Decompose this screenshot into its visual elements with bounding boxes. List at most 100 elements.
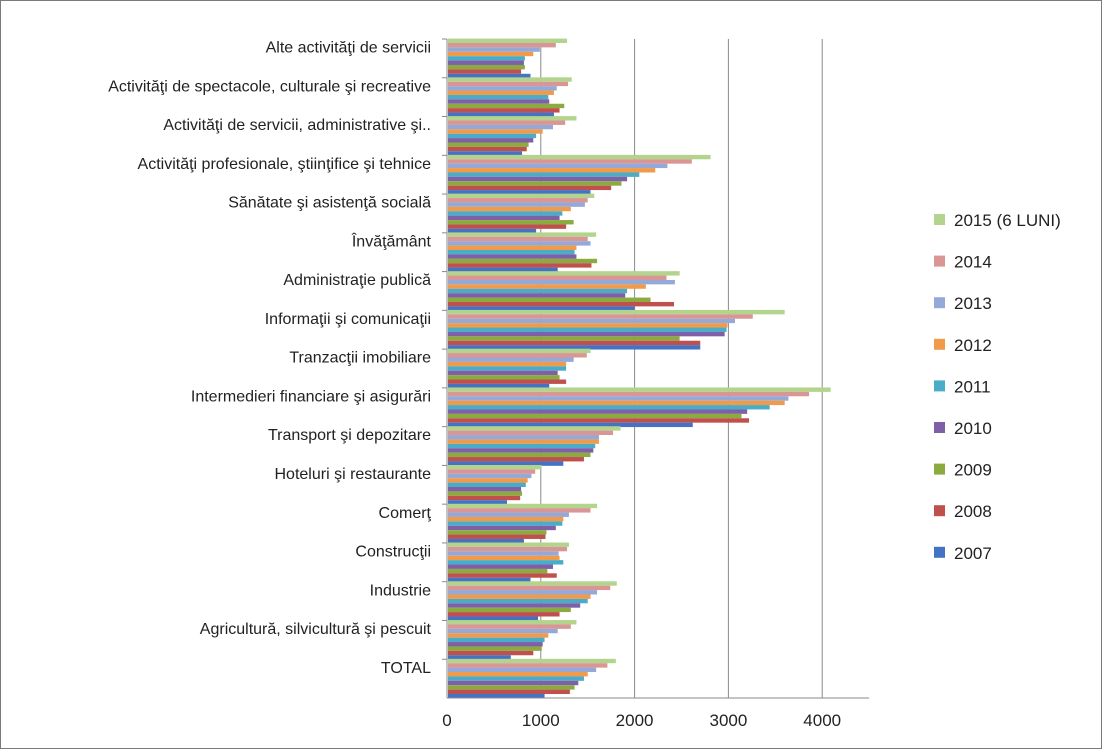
bar bbox=[448, 439, 599, 444]
bar bbox=[448, 521, 563, 526]
bar bbox=[448, 646, 542, 651]
legend-swatch bbox=[934, 214, 945, 225]
bar bbox=[448, 340, 701, 346]
bar bbox=[448, 60, 524, 65]
axes bbox=[442, 38, 870, 699]
bar bbox=[448, 353, 587, 358]
legend-label: 2013 bbox=[954, 294, 992, 313]
bar bbox=[448, 73, 531, 79]
bar bbox=[448, 142, 529, 147]
bar bbox=[448, 112, 554, 117]
bar bbox=[448, 120, 566, 125]
bar bbox=[448, 124, 553, 130]
bar bbox=[448, 633, 549, 638]
bar bbox=[448, 94, 549, 100]
x-tick-label: 1000 bbox=[522, 711, 560, 730]
bar bbox=[448, 154, 711, 160]
bar bbox=[448, 603, 581, 608]
category-label: Comerţ bbox=[379, 505, 432, 522]
bar bbox=[448, 193, 595, 199]
category-label: Intermedieri financiare şi asigurări bbox=[191, 388, 431, 405]
bar bbox=[448, 534, 546, 539]
bar bbox=[448, 694, 545, 699]
category-labels: Alte activităţi de servicii Activităţi de… bbox=[108, 40, 431, 677]
bar bbox=[448, 56, 525, 61]
bar bbox=[448, 564, 553, 569]
x-tick-label: 2000 bbox=[616, 711, 654, 730]
bar bbox=[448, 473, 532, 479]
bar bbox=[448, 546, 568, 552]
legend-swatch bbox=[934, 255, 945, 267]
legend: 2015 (6 LUNI) 2014 2013 2012 2011 2010 2009 200… bbox=[934, 211, 1061, 563]
bar bbox=[448, 512, 569, 517]
bar bbox=[448, 435, 599, 440]
bar bbox=[448, 185, 612, 191]
bar bbox=[448, 163, 668, 169]
category-label: Activităţi de servicii, administrative ş… bbox=[163, 117, 431, 134]
category-label: Învăţământ bbox=[351, 231, 432, 250]
bar bbox=[448, 689, 570, 695]
bar bbox=[448, 620, 577, 625]
bar bbox=[448, 452, 591, 458]
bar bbox=[448, 538, 524, 544]
category-label: Industrie bbox=[370, 582, 431, 599]
bar bbox=[448, 663, 608, 668]
category-label: Transport şi depozitare bbox=[268, 427, 431, 444]
bar bbox=[448, 542, 569, 547]
bar bbox=[448, 585, 611, 591]
bar bbox=[448, 309, 785, 315]
bar bbox=[448, 422, 693, 428]
bar bbox=[448, 491, 523, 496]
bar bbox=[448, 448, 594, 453]
category-label: Informaţii şi comunicaţii bbox=[265, 311, 431, 328]
bar bbox=[448, 560, 564, 565]
bar bbox=[448, 486, 522, 492]
bar bbox=[448, 624, 571, 629]
bar bbox=[448, 202, 585, 207]
category-label: Construcţii bbox=[355, 544, 431, 561]
bar bbox=[448, 172, 640, 177]
bar bbox=[448, 297, 651, 302]
bar bbox=[448, 288, 628, 294]
bar bbox=[448, 503, 598, 509]
bar bbox=[448, 90, 554, 95]
bar bbox=[448, 86, 557, 91]
bar bbox=[448, 430, 614, 436]
bar bbox=[448, 457, 584, 462]
bar bbox=[448, 396, 789, 401]
bar bbox=[448, 271, 680, 276]
bars bbox=[448, 38, 831, 699]
bar bbox=[448, 409, 748, 414]
bar bbox=[448, 655, 511, 660]
bar bbox=[448, 581, 617, 586]
bar bbox=[448, 129, 543, 134]
bar bbox=[448, 336, 680, 341]
bar bbox=[448, 103, 565, 109]
legend-label: 2014 bbox=[954, 253, 992, 272]
bar bbox=[448, 508, 591, 513]
bar bbox=[448, 254, 577, 259]
x-tick-label: 4000 bbox=[803, 711, 841, 730]
bar bbox=[448, 361, 567, 367]
bar bbox=[448, 263, 592, 268]
category-label: Agricultură, silvicultură şi pescuit bbox=[200, 621, 432, 638]
bar bbox=[448, 267, 558, 273]
x-tick-label: 0 bbox=[442, 711, 451, 730]
bar bbox=[448, 232, 597, 237]
legend-label: 2007 bbox=[954, 544, 992, 563]
bar bbox=[448, 370, 558, 376]
legend-swatch bbox=[934, 546, 945, 558]
bar bbox=[448, 42, 556, 48]
bar bbox=[448, 672, 588, 677]
legend-swatch bbox=[934, 463, 945, 475]
bar bbox=[448, 159, 692, 164]
bar bbox=[448, 637, 545, 643]
bar bbox=[448, 495, 521, 501]
bar bbox=[448, 133, 537, 139]
bar bbox=[448, 555, 560, 561]
category-label: Administraţie publică bbox=[283, 272, 431, 289]
bar bbox=[448, 250, 575, 255]
bar bbox=[448, 198, 588, 203]
